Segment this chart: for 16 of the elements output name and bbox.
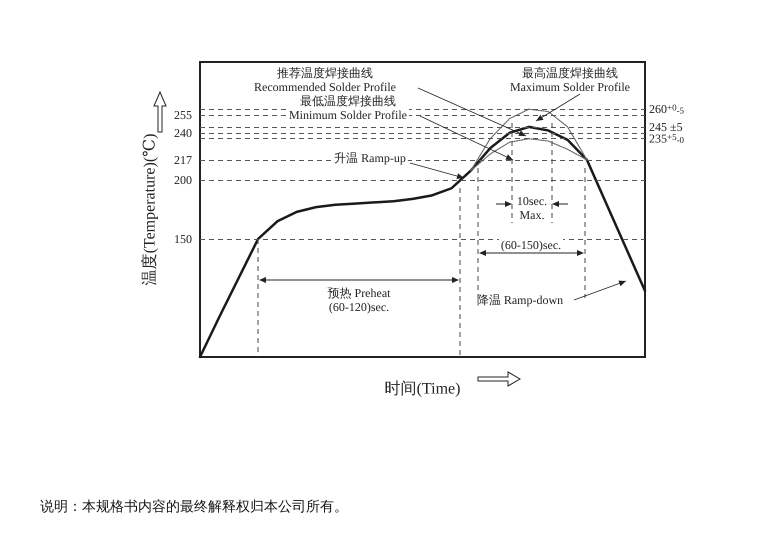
annotation: 预热 Preheat (60-120)sec. (328, 286, 392, 314)
y-tick-label: 240 (174, 126, 192, 140)
y-tick-label: 200 (174, 173, 192, 187)
annotation: 推荐温度焊接曲线 Recommended Solder Profile (254, 66, 396, 94)
y-tick-label: 217 (174, 152, 192, 167)
annotation: 最低温度焊接曲线 Minimum Solder Profile (289, 94, 407, 122)
annotation: 10sec. Max. (516, 194, 548, 222)
ref-line-label: 245 ±5 (649, 120, 683, 134)
y-axis-title: 温度(Temperature)(℃) (140, 134, 158, 286)
y-tick-label: 150 (174, 232, 192, 246)
annotation: 最高温度焊接曲线 Maximum Solder Profile (510, 66, 630, 94)
y-tick-label: 255 (174, 108, 192, 122)
annotation: (60-150)sec. (500, 238, 562, 252)
annotation: 升温 Ramp-up (334, 151, 406, 165)
x-axis-title: 时间(Time) (384, 380, 460, 398)
text: 说明：本规格书内容的最终解释权归本公司所有。 (40, 499, 348, 515)
